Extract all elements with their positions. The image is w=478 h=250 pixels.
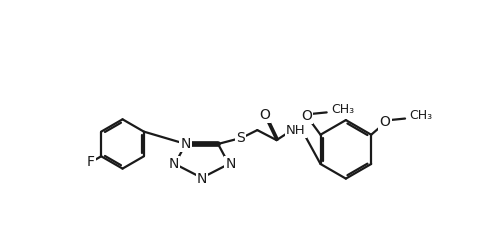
Text: N: N [181,137,191,151]
Text: N: N [196,172,207,185]
Text: O: O [301,109,312,123]
Text: O: O [380,116,391,130]
Text: CH₃: CH₃ [410,109,433,122]
Text: N: N [168,157,179,171]
Text: S: S [236,131,245,145]
Text: NH: NH [286,124,305,136]
Text: N: N [225,157,236,171]
Text: CH₃: CH₃ [331,103,354,116]
Text: F: F [87,156,95,170]
Text: O: O [259,108,270,122]
